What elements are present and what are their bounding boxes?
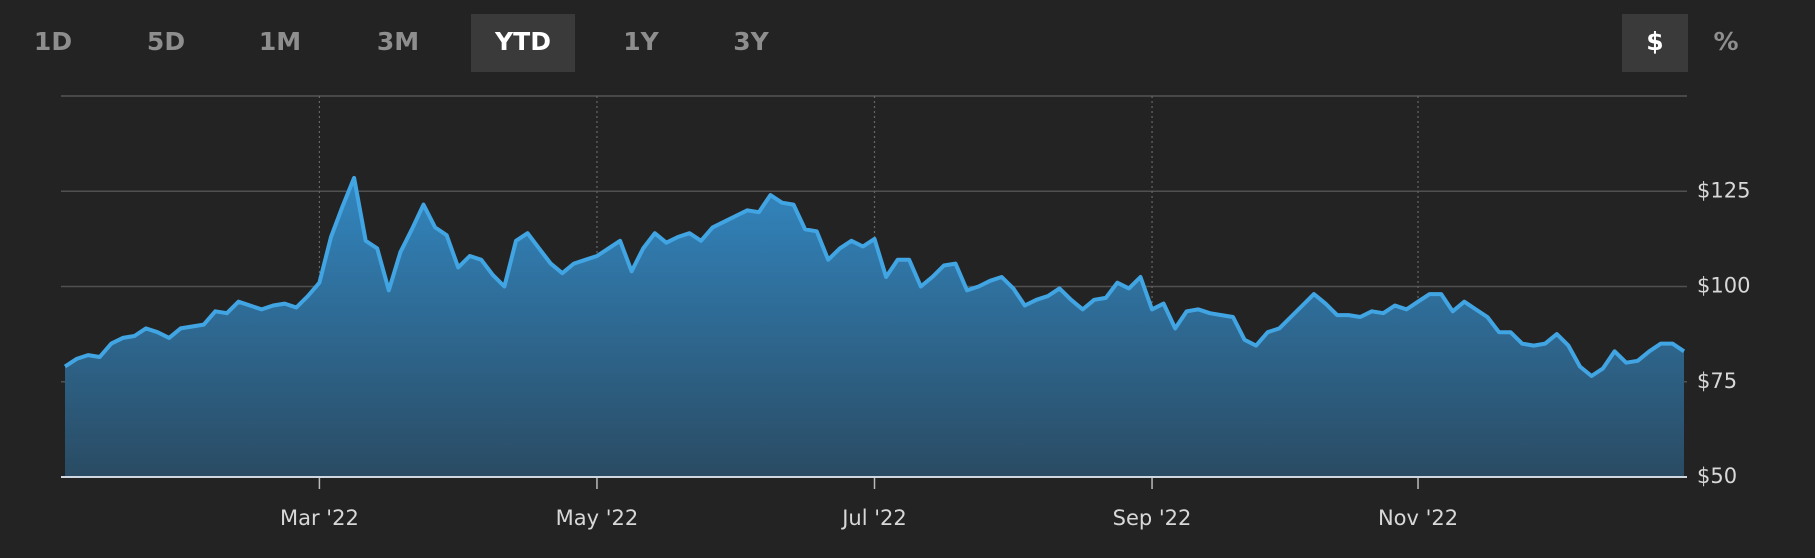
x-tick-label: Sep '22	[1113, 506, 1192, 530]
area	[65, 177, 1684, 477]
range-button[interactable]: 5D	[147, 27, 185, 56]
y-tick-label: $75	[1697, 369, 1737, 393]
active-unit-bg	[1622, 14, 1688, 72]
x-tick-label: Mar '22	[280, 506, 359, 530]
x-tick-label: Jul '22	[840, 506, 907, 530]
range-button[interactable]: 1M	[259, 27, 301, 56]
range-button[interactable]: YTD	[494, 27, 551, 56]
range-button[interactable]: 3M	[377, 27, 419, 56]
unit-button[interactable]: %	[1713, 27, 1738, 56]
unit-button[interactable]: $	[1646, 27, 1663, 56]
range-button[interactable]: 1Y	[623, 27, 659, 56]
range-button[interactable]: 1D	[34, 27, 72, 56]
y-tick-label: $100	[1697, 274, 1750, 298]
x-tick-label: Nov '22	[1378, 506, 1458, 530]
active-range-bg	[471, 14, 575, 72]
y-tick-label: $50	[1697, 464, 1737, 488]
x-tick-label: May '22	[556, 506, 639, 530]
range-button[interactable]: 3Y	[733, 27, 769, 56]
line	[63, 175, 1686, 378]
y-tick-label: $125	[1697, 178, 1750, 202]
